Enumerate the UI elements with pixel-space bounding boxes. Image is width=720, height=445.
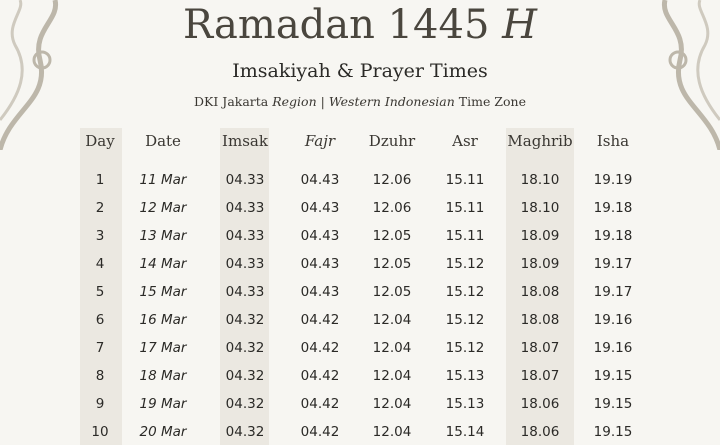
header-maghrib: Maghrib xyxy=(507,132,573,150)
table-cell-date: 13 Mar xyxy=(139,228,187,244)
table-cell-dzuhr: 12.05 xyxy=(372,284,412,300)
table-cell-day: 1 xyxy=(95,172,105,188)
table-cell-date: 14 Mar xyxy=(139,256,187,272)
table-cell-asr: 15.12 xyxy=(445,284,485,300)
table-cell-dzuhr: 12.04 xyxy=(372,368,412,384)
table-cell-date: 18 Mar xyxy=(139,368,187,384)
header-isha: Isha xyxy=(596,132,630,150)
table-cell-date: 19 Mar xyxy=(139,396,187,412)
header-fajr: Fajr xyxy=(304,132,336,150)
table-cell-day: 9 xyxy=(95,396,105,412)
table-cell-date: 12 Mar xyxy=(139,200,187,216)
table-cell-day: 4 xyxy=(95,256,105,272)
table-cell-maghrib: 18.06 xyxy=(520,396,560,412)
table-cell-imsak: 04.33 xyxy=(225,172,265,188)
table-cell-maghrib: 18.10 xyxy=(520,200,560,216)
table-cell-imsak: 04.33 xyxy=(225,256,265,272)
table-cell-imsak: 04.33 xyxy=(225,228,265,244)
table-cell-isha: 19.15 xyxy=(593,368,633,384)
table-cell-dzuhr: 12.04 xyxy=(372,396,412,412)
table-cell-isha: 19.18 xyxy=(593,228,633,244)
table-cell-fajr: 04.42 xyxy=(300,424,340,440)
timezone-line: DKI Jakarta Region | Western Indonesian … xyxy=(194,94,526,109)
table-cell-imsak: 04.32 xyxy=(225,424,265,440)
table-cell-isha: 19.17 xyxy=(593,284,633,300)
table-cell-asr: 15.12 xyxy=(445,256,485,272)
table-cell-imsak: 04.32 xyxy=(225,396,265,412)
table-cell-day: 5 xyxy=(95,284,105,300)
table-cell-isha: 19.19 xyxy=(593,172,633,188)
table-cell-date: 16 Mar xyxy=(139,312,187,328)
table-cell-maghrib: 18.07 xyxy=(520,368,560,384)
table-cell-asr: 15.11 xyxy=(445,228,485,244)
table-cell-day: 6 xyxy=(95,312,105,328)
table-cell-fajr: 04.43 xyxy=(300,200,340,216)
table-cell-imsak: 04.32 xyxy=(225,340,265,356)
corner-ornament-right xyxy=(661,0,720,150)
header-asr: Asr xyxy=(452,132,478,150)
header-imsak: Imsak xyxy=(222,132,268,150)
table-cell-day: 8 xyxy=(95,368,105,384)
header-dzuhr: Dzuhr xyxy=(368,132,416,150)
subtitle: Imsakiyah & Prayer Times xyxy=(232,60,488,82)
table-cell-dzuhr: 12.05 xyxy=(372,256,412,272)
table-cell-date: 11 Mar xyxy=(139,172,187,188)
table-cell-imsak: 04.33 xyxy=(225,284,265,300)
table-cell-asr: 15.11 xyxy=(445,172,485,188)
table-cell-dzuhr: 12.04 xyxy=(372,312,412,328)
table-cell-day: 10 xyxy=(91,424,109,440)
table-cell-maghrib: 18.09 xyxy=(520,228,560,244)
day-column-shade xyxy=(80,128,122,445)
table-cell-fajr: 04.43 xyxy=(300,284,340,300)
header-date: Date xyxy=(145,132,181,150)
table-cell-isha: 19.18 xyxy=(593,200,633,216)
table-cell-date: 15 Mar xyxy=(139,284,187,300)
corner-ornament-left xyxy=(0,0,59,150)
table-cell-fajr: 04.42 xyxy=(300,340,340,356)
maghrib-column-shade xyxy=(506,128,574,445)
table-cell-day: 7 xyxy=(95,340,105,356)
table-cell-fajr: 04.42 xyxy=(300,368,340,384)
table-cell-isha: 19.17 xyxy=(593,256,633,272)
table-cell-maghrib: 18.09 xyxy=(520,256,560,272)
table-cell-fajr: 04.43 xyxy=(300,256,340,272)
table-cell-day: 2 xyxy=(95,200,105,216)
table-cell-dzuhr: 12.04 xyxy=(372,424,412,440)
header-day: Day xyxy=(85,132,115,150)
table-cell-isha: 19.15 xyxy=(593,396,633,412)
table-cell-maghrib: 18.08 xyxy=(520,284,560,300)
table-cell-day: 3 xyxy=(95,228,105,244)
table-cell-isha: 19.16 xyxy=(593,340,633,356)
table-cell-maghrib: 18.07 xyxy=(520,340,560,356)
table-cell-isha: 19.15 xyxy=(593,424,633,440)
table-cell-imsak: 04.33 xyxy=(225,200,265,216)
table-cell-asr: 15.13 xyxy=(445,368,485,384)
table-cell-isha: 19.16 xyxy=(593,312,633,328)
table-cell-dzuhr: 12.05 xyxy=(372,228,412,244)
table-cell-fajr: 04.42 xyxy=(300,312,340,328)
table-cell-fajr: 04.42 xyxy=(300,396,340,412)
table-cell-fajr: 04.43 xyxy=(300,172,340,188)
table-cell-asr: 15.12 xyxy=(445,312,485,328)
table-cell-date: 20 Mar xyxy=(139,424,187,440)
table-cell-asr: 15.11 xyxy=(445,200,485,216)
table-cell-maghrib: 18.08 xyxy=(520,312,560,328)
table-cell-maghrib: 18.06 xyxy=(520,424,560,440)
table-cell-dzuhr: 12.04 xyxy=(372,340,412,356)
table-cell-maghrib: 18.10 xyxy=(520,172,560,188)
page-title: Ramadan 1445 H xyxy=(183,2,537,48)
table-cell-dzuhr: 12.06 xyxy=(372,200,412,216)
table-cell-asr: 15.13 xyxy=(445,396,485,412)
table-cell-asr: 15.14 xyxy=(445,424,485,440)
table-cell-date: 17 Mar xyxy=(139,340,187,356)
table-cell-asr: 15.12 xyxy=(445,340,485,356)
table-cell-fajr: 04.43 xyxy=(300,228,340,244)
table-cell-imsak: 04.32 xyxy=(225,312,265,328)
table-cell-imsak: 04.32 xyxy=(225,368,265,384)
imsak-column-shade xyxy=(220,128,269,445)
table-cell-dzuhr: 12.06 xyxy=(372,172,412,188)
